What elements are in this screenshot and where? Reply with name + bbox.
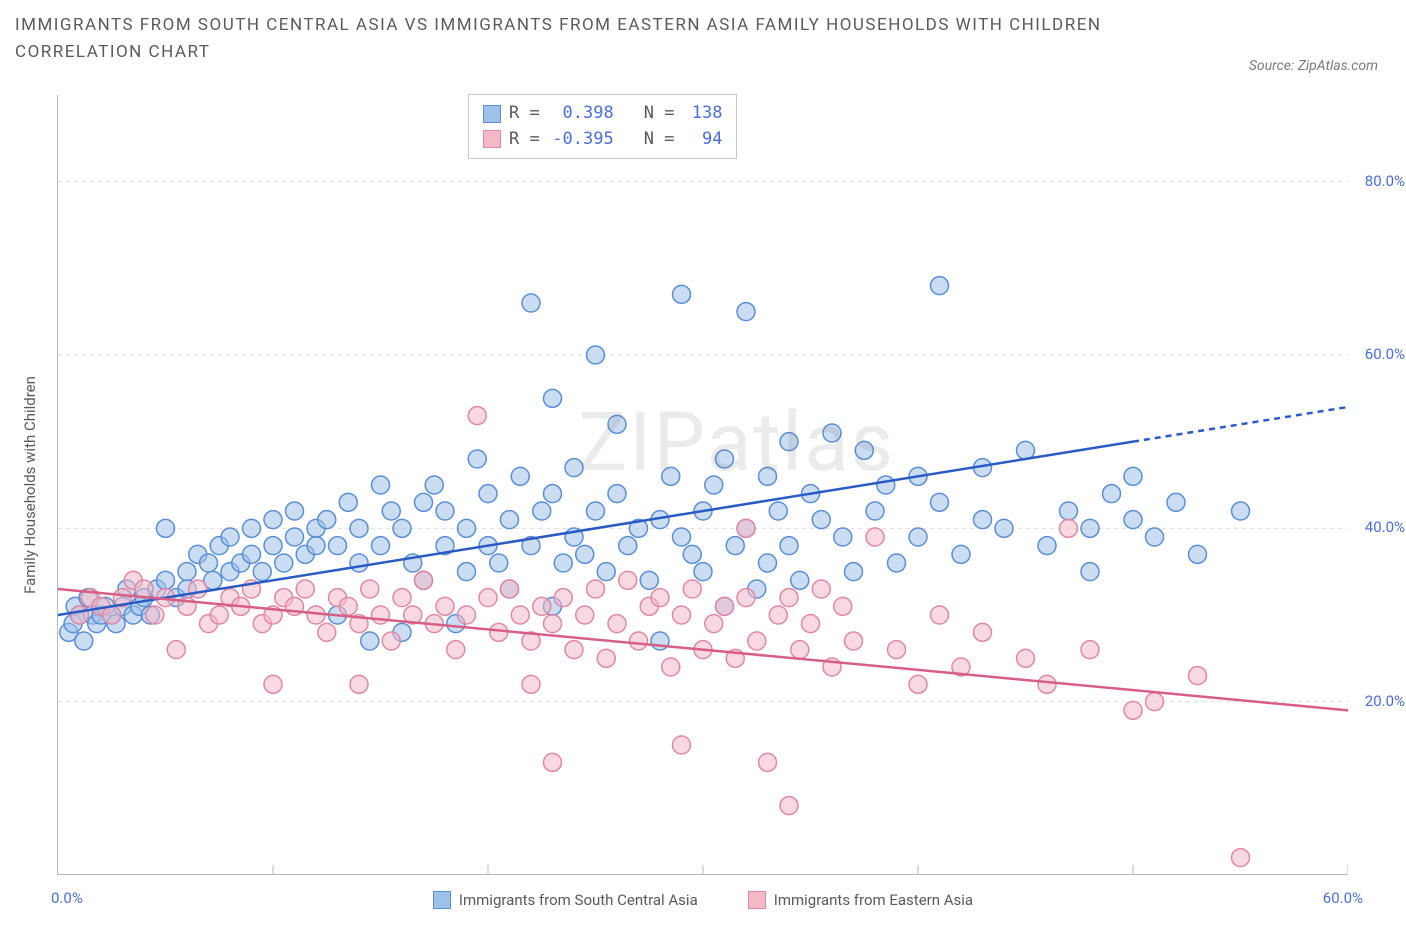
n-label: N = — [644, 101, 675, 127]
chart-title: IMMIGRANTS FROM SOUTH CENTRAL ASIA VS IM… — [15, 12, 1206, 66]
r-value-1: 0.398 — [548, 101, 614, 127]
n-value-1: 138 — [682, 101, 722, 127]
chart-container: Family Households with Children ZIPatlas… — [15, 95, 1391, 915]
title-line-1: IMMIGRANTS FROM SOUTH CENTRAL ASIA VS IM… — [15, 12, 1206, 39]
scatter-plot: ZIPatlas R = 0.398 N = 138 R = -0.395 N … — [57, 95, 1347, 875]
legend-item-1: Immigrants from South Central Asia — [433, 891, 698, 909]
y-axis-label: Family Households with Children — [21, 376, 39, 594]
y-tick-label: 60.0% — [1365, 345, 1405, 363]
legend: Immigrants from South Central Asia Immig… — [15, 891, 1391, 909]
n-label-2: N = — [644, 127, 675, 153]
n-value-2: 94 — [682, 127, 722, 153]
y-tick-label: 80.0% — [1365, 172, 1405, 190]
y-tick-label: 40.0% — [1365, 518, 1405, 536]
legend-label-1: Immigrants from South Central Asia — [459, 891, 698, 909]
legend-swatch-1 — [433, 891, 451, 909]
legend-swatch-2 — [748, 891, 766, 909]
swatch-series-2 — [483, 130, 501, 148]
title-line-2: CORRELATION CHART — [15, 39, 1206, 66]
r-value-2: -0.395 — [548, 127, 614, 153]
r-label: R = — [509, 101, 540, 127]
swatch-series-1 — [483, 105, 501, 123]
r-label-2: R = — [509, 127, 540, 153]
source-attribution: Source: ZipAtlas.com — [1249, 58, 1378, 74]
correlation-stats-box: R = 0.398 N = 138 R = -0.395 N = 94 — [468, 94, 737, 159]
y-tick-label: 20.0% — [1365, 692, 1405, 710]
legend-label-2: Immigrants from Eastern Asia — [774, 891, 973, 909]
legend-item-2: Immigrants from Eastern Asia — [748, 891, 973, 909]
